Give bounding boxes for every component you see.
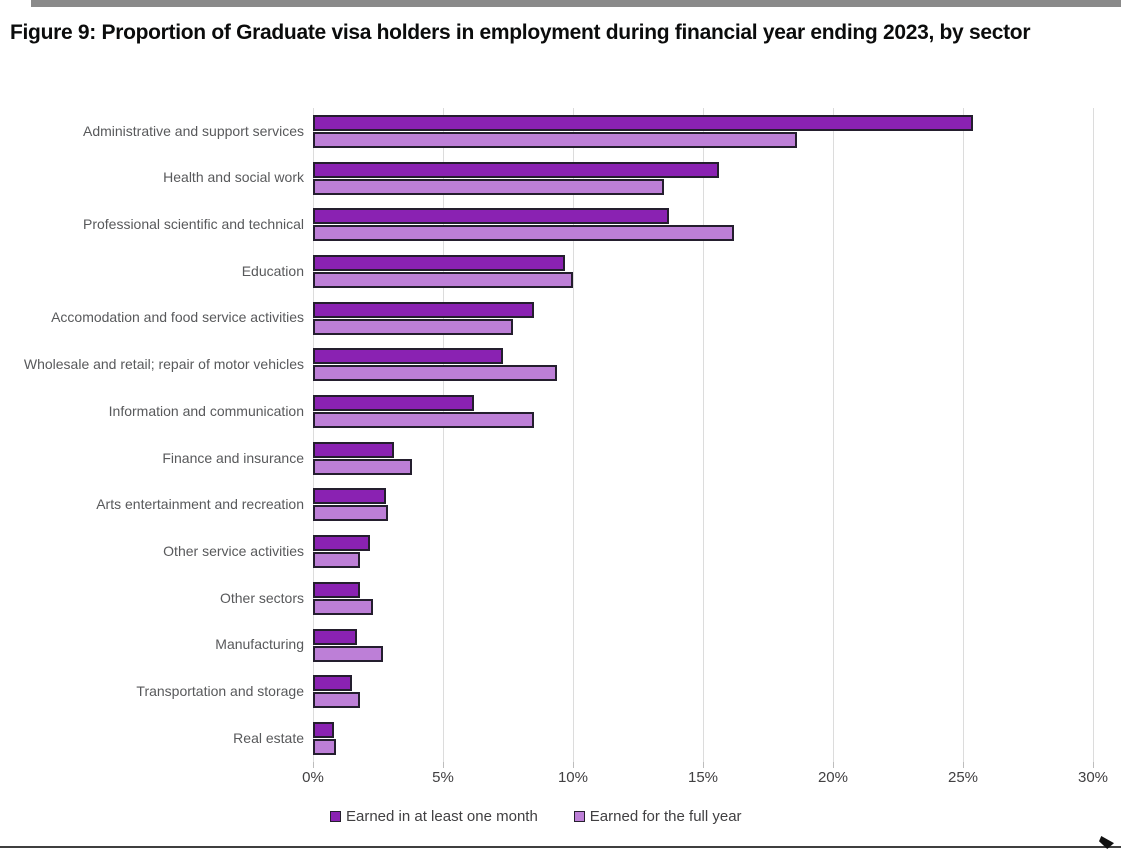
category-label: Wholesale and retail; repair of motor ve… <box>23 356 304 373</box>
legend-label-one-month: Earned in at least one month <box>346 808 538 825</box>
tick-label: 0% <box>302 769 324 786</box>
bar-group <box>313 161 1093 195</box>
bar-one-month <box>313 441 394 458</box>
bar-full-year <box>313 598 373 615</box>
category-label: Transportation and storage <box>136 683 304 700</box>
bar-full-year <box>313 131 797 148</box>
bar-one-month <box>313 721 334 738</box>
bar-one-month <box>313 161 719 178</box>
category-label: Manufacturing <box>215 636 304 653</box>
category-label: Professional scientific and technical <box>82 216 304 233</box>
bar-group <box>313 395 1093 429</box>
x-axis: 0% 5% 10% 15% 20% 25% 30% <box>302 762 1108 792</box>
bar-group <box>313 628 1093 662</box>
bar-one-month <box>313 208 670 225</box>
category-label: Real estate <box>233 729 304 746</box>
bar-chart: Administrative and support services Healt… <box>0 108 1121 825</box>
gridline <box>572 108 574 762</box>
bar-rows <box>313 108 1093 762</box>
gridline <box>832 108 834 762</box>
bar-full-year <box>313 738 337 755</box>
bar-group <box>313 581 1093 615</box>
bottom-border-line <box>0 846 1121 848</box>
category-label: Accomodation and food service activities <box>51 309 304 326</box>
tick-label: 10% <box>557 769 588 786</box>
bar-group <box>313 208 1093 242</box>
bar-one-month <box>313 301 534 318</box>
bar-one-month <box>313 628 358 645</box>
gridline <box>1093 108 1094 762</box>
legend-swatch-full-year <box>573 811 585 822</box>
bar-full-year <box>313 692 360 709</box>
tick-mark <box>703 762 704 768</box>
category-label: Other sectors <box>219 589 304 606</box>
tick-label: 30% <box>1077 769 1109 786</box>
bar-full-year <box>313 365 558 382</box>
bar-group <box>313 535 1093 569</box>
category-label: Information and communication <box>108 402 304 419</box>
bar-group <box>313 348 1093 382</box>
tick-label: 15% <box>687 769 719 786</box>
gridline <box>703 108 704 762</box>
gridline <box>963 108 964 762</box>
bar-full-year <box>313 505 389 522</box>
tick-label: 25% <box>947 769 979 786</box>
gridline <box>313 108 314 762</box>
bar-one-month <box>313 254 566 271</box>
bar-full-year <box>313 178 664 195</box>
bar-group <box>313 301 1093 335</box>
bar-one-month <box>313 675 352 692</box>
bar-one-month <box>313 581 360 598</box>
legend-item-one-month: Earned in at least one month <box>330 808 538 825</box>
bar-full-year <box>313 458 412 475</box>
tick-mark <box>313 762 314 768</box>
tick-mark <box>572 762 574 768</box>
legend-label-full-year: Earned for the full year <box>589 808 742 825</box>
bar-group <box>313 441 1093 475</box>
category-labels: Administrative and support services Healt… <box>0 108 313 762</box>
bar-group <box>313 721 1093 755</box>
bar-one-month <box>313 535 371 552</box>
bar-full-year <box>313 318 514 335</box>
bar-group <box>313 254 1093 288</box>
category-label: Education <box>241 262 304 279</box>
page-title: Figure 9: Proportion of Graduate visa ho… <box>10 21 1031 44</box>
bar-full-year <box>313 412 534 429</box>
category-label: Arts entertainment and recreation <box>96 496 304 513</box>
plot-area <box>313 108 1094 762</box>
category-label: Finance and insurance <box>162 449 304 466</box>
gridline <box>442 108 444 762</box>
bar-full-year <box>313 645 384 662</box>
tick-label: 20% <box>817 769 848 786</box>
bar-one-month <box>313 395 475 412</box>
legend: Earned in at least one month Earned for … <box>330 808 1121 825</box>
top-border-strip <box>31 0 1121 7</box>
bar-one-month <box>313 348 503 365</box>
bar-full-year <box>313 552 360 569</box>
tick-label: 5% <box>432 769 454 786</box>
bar-full-year <box>313 225 735 242</box>
tick-mark <box>963 762 964 768</box>
bar-one-month <box>313 114 974 131</box>
tick-mark <box>442 762 444 768</box>
category-label: Administrative and support services <box>83 122 304 139</box>
category-label: Health and social work <box>163 169 304 186</box>
category-label: Other service activities <box>163 542 304 559</box>
bar-group <box>313 675 1093 709</box>
bar-full-year <box>313 271 573 288</box>
axis-spacer <box>0 762 313 792</box>
bar-one-month <box>313 488 386 505</box>
bar-group <box>313 488 1093 522</box>
legend-item-full-year: Earned for the full year <box>573 808 742 825</box>
tick-mark <box>832 762 834 768</box>
bar-group <box>313 114 1093 148</box>
legend-swatch-one-month <box>330 811 341 822</box>
tick-mark <box>1093 762 1094 768</box>
